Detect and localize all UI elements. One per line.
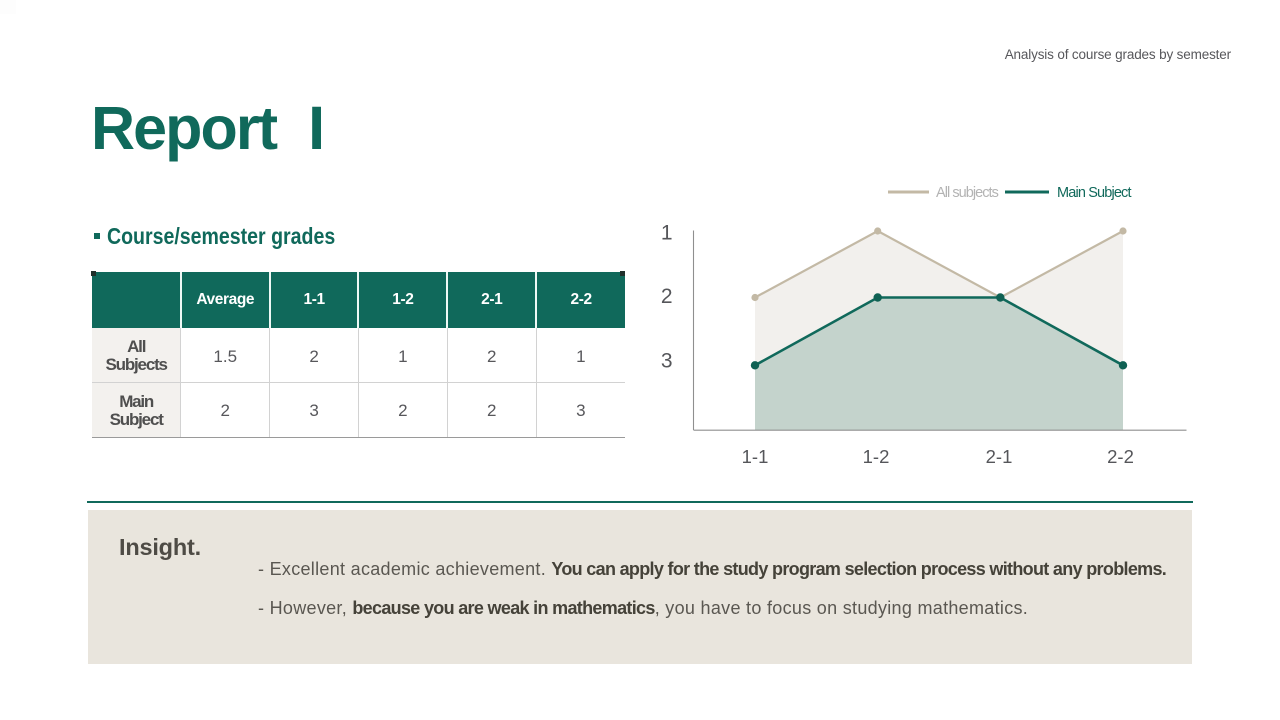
svg-text:Main Subject: Main Subject [1057, 185, 1131, 201]
svg-text:2-1: 2-1 [986, 446, 1013, 467]
svg-text:2-2: 2-2 [1107, 446, 1134, 467]
svg-text:1: 1 [661, 222, 673, 245]
svg-text:1-1: 1-1 [742, 446, 769, 467]
svg-text:1-2: 1-2 [863, 446, 890, 467]
svg-text:3: 3 [661, 350, 673, 373]
svg-text:2: 2 [661, 285, 673, 308]
svg-text:All subjects: All subjects [936, 185, 999, 201]
